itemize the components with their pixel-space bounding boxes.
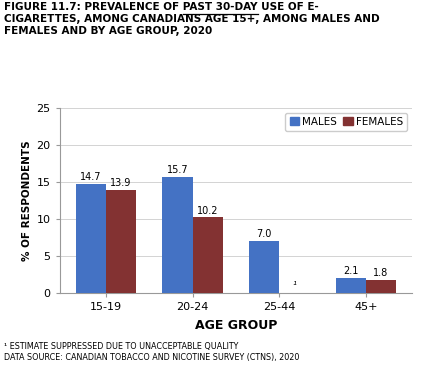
Text: 14.7: 14.7 [80, 172, 102, 182]
Bar [249, 241, 279, 293]
Text: CIGARETTES, AMONG CANADIANS AGE 15+, AMONG MALES AND: CIGARETTES, AMONG CANADIANS AGE 15+, AMO… [4, 14, 380, 24]
Text: ¹: ¹ [292, 281, 296, 291]
Text: 7.0: 7.0 [256, 229, 272, 239]
Text: 1.8: 1.8 [374, 268, 389, 278]
Text: FEMALES AND BY AGE GROUP, 2020: FEMALES AND BY AGE GROUP, 2020 [4, 26, 212, 36]
Text: 2.1: 2.1 [343, 266, 358, 276]
Y-axis label: % OF RESPONDENTS: % OF RESPONDENTS [22, 140, 32, 261]
Text: 10.2: 10.2 [197, 206, 218, 216]
Bar [106, 190, 136, 293]
Text: 13.9: 13.9 [110, 178, 132, 188]
Text: 15.7: 15.7 [167, 165, 188, 175]
Text: FIGURE 11.7: PREVALENCE OF PAST 30-DAY USE OF E-: FIGURE 11.7: PREVALENCE OF PAST 30-DAY U… [4, 2, 319, 12]
Legend: MALES, FEMALES: MALES, FEMALES [285, 113, 407, 131]
Bar [366, 280, 396, 293]
Text: ¹ ESTIMATE SUPPRESSED DUE TO UNACCEPTABLE QUALITY: ¹ ESTIMATE SUPPRESSED DUE TO UNACCEPTABL… [4, 342, 238, 351]
Text: DATA SOURCE: CANADIAN TOBACCO AND NICOTINE SURVEY (CTNS), 2020: DATA SOURCE: CANADIAN TOBACCO AND NICOTI… [4, 353, 300, 362]
Bar [336, 278, 366, 293]
Bar [76, 184, 106, 293]
X-axis label: AGE GROUP: AGE GROUP [195, 319, 277, 332]
Bar [162, 177, 193, 293]
Bar [193, 217, 223, 293]
